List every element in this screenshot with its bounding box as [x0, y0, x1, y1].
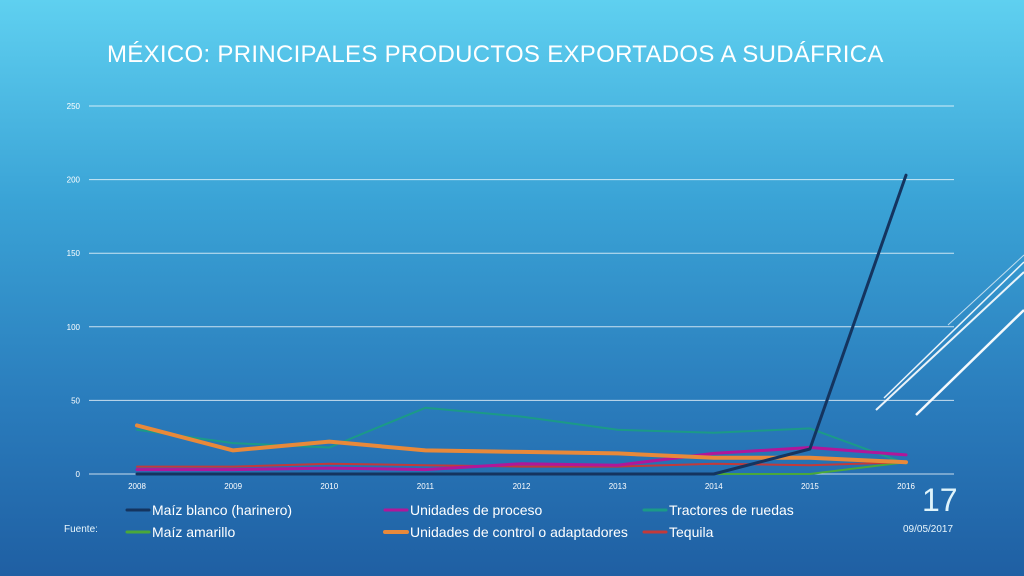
x-tick-label: 2012 — [513, 482, 531, 491]
legend-label: Tequila — [669, 524, 714, 540]
y-tick-label: 100 — [67, 323, 81, 332]
legend-label: Unidades de control o adaptadores — [410, 524, 628, 540]
grid — [89, 105, 954, 475]
legend-label: Tractores de ruedas — [669, 502, 794, 518]
y-tick-label: 200 — [67, 176, 81, 185]
x-tick-label: 2008 — [128, 482, 146, 491]
x-axis-ticks: 2008 2009 2010 2011 2012 2013 2014 2015 2016 — [128, 482, 915, 491]
legend: Maíz blanco (harinero) Unidades de proces… — [125, 502, 794, 540]
footer-source: Fuente: — [64, 524, 98, 535]
y-tick-label: 0 — [76, 470, 81, 479]
decor-line-1 — [947, 254, 1024, 326]
y-tick-label: 150 — [67, 249, 81, 258]
x-tick-label: 2015 — [801, 482, 819, 491]
x-tick-label: 2010 — [320, 482, 338, 491]
page-number: 17 — [922, 482, 958, 518]
decor-line-4 — [915, 309, 1024, 416]
x-tick-label: 2014 — [705, 482, 723, 491]
legend-label: Maíz blanco (harinero) — [152, 502, 292, 518]
y-tick-label: 250 — [67, 102, 81, 111]
series-line — [136, 406, 907, 465]
y-axis-ticks: 0 50 100 150 200 250 — [67, 102, 81, 479]
x-tick-label: 2011 — [417, 482, 435, 491]
legend-label: Maíz amarillo — [152, 524, 235, 540]
decorative-lines — [875, 254, 1024, 416]
decor-line-3 — [875, 271, 1024, 411]
x-tick-label: 2013 — [609, 482, 627, 491]
y-tick-label: 50 — [71, 396, 80, 405]
x-tick-label: 2009 — [224, 482, 242, 491]
legend-label: Unidades de proceso — [410, 502, 543, 518]
series — [135, 173, 908, 476]
slide-title: MÉXICO: PRINCIPALES PRODUCTOS EXPORTADOS… — [107, 41, 884, 68]
footer-date: 09/05/2017 — [903, 524, 954, 535]
series-line — [135, 173, 908, 476]
series-line — [135, 446, 908, 472]
x-tick-label: 2016 — [897, 482, 915, 491]
decor-line-2 — [883, 261, 1024, 399]
series-line — [136, 461, 907, 468]
